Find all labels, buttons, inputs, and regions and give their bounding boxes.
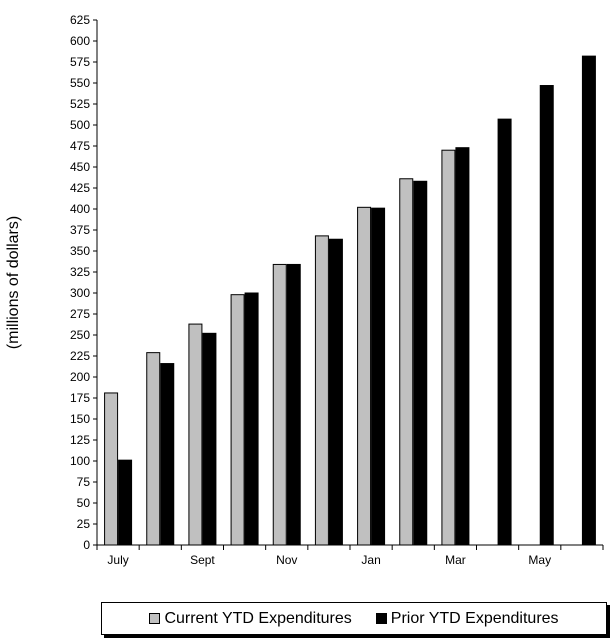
legend-label-current: Current YTD Expenditures [164, 609, 352, 627]
bar-prior-ytd [244, 292, 259, 546]
y-tick-label: 325 [70, 265, 90, 279]
y-tick-label: 525 [70, 97, 90, 111]
bar-prior-ytd [371, 207, 386, 546]
y-axis-ticks: 0 25 50 75 100 125 150 175 200 225 250 275 300 325 350… [70, 13, 97, 552]
y-tick-label: 625 [70, 13, 90, 27]
y-tick-label: 475 [70, 139, 90, 153]
bar-prior-ytd [581, 55, 596, 546]
y-tick-label: 100 [70, 454, 90, 468]
y-tick-label: 450 [70, 160, 90, 174]
bar-prior-ytd [160, 363, 175, 546]
bar-prior-ytd [286, 263, 301, 546]
legend-item-current: Current YTD Expenditures [149, 609, 352, 628]
y-tick-label: 225 [70, 349, 90, 363]
bar-prior-ytd [118, 459, 133, 546]
y-tick-label: 250 [70, 328, 90, 342]
y-tick-label: 400 [70, 202, 90, 216]
y-tick-label: 125 [70, 433, 90, 447]
y-tick-label: 350 [70, 244, 90, 258]
bar-prior-ytd [328, 238, 343, 546]
y-tick-label: 175 [70, 391, 90, 405]
y-tick-label: 500 [70, 118, 90, 132]
bar-prior-ytd [497, 118, 512, 546]
y-tick-label: 550 [70, 76, 90, 90]
bar-current-ytd [104, 392, 119, 546]
y-tick-label: 150 [70, 412, 90, 426]
y-tick-label: 25 [77, 517, 91, 531]
y-tick-label: 200 [70, 370, 90, 384]
x-tick-label: Mar [445, 553, 466, 567]
legend-label-prior: Prior YTD Expenditures [390, 609, 559, 627]
bar-current-ytd [272, 263, 287, 546]
bar-current-ytd [188, 323, 203, 546]
y-axis-title: (millions of dollars) [5, 216, 22, 349]
y-tick-label: 275 [70, 307, 90, 321]
x-tick-label: May [528, 553, 551, 567]
y-tick-label: 50 [77, 496, 91, 510]
bar-prior-ytd [413, 180, 428, 546]
bar-current-ytd [314, 235, 329, 546]
y-tick-label: 75 [77, 475, 91, 489]
legend: Current YTD Expenditures Prior YTD Expen… [101, 602, 607, 635]
x-tick-label: Nov [276, 553, 297, 567]
bar-chart: 0 25 50 75 100 125 150 175 200 225 250 275 300 325 350… [5, 13, 604, 567]
y-tick-label: 575 [70, 55, 90, 69]
x-axis-ticks: July Sept Nov Jan Mar May [96, 545, 604, 567]
bar-prior-ytd [202, 332, 217, 546]
bars [104, 55, 596, 546]
legend-swatch-current [149, 613, 161, 624]
y-tick-label: 375 [70, 223, 90, 237]
bar-current-ytd [441, 149, 456, 546]
bar-prior-ytd [455, 147, 470, 546]
x-tick-label: July [107, 553, 128, 567]
legend-swatch-prior [375, 613, 387, 624]
bar-current-ytd [146, 352, 161, 546]
bar-prior-ytd [539, 85, 554, 546]
bar-current-ytd [399, 178, 414, 546]
bar-current-ytd [357, 206, 372, 546]
y-tick-label: 425 [70, 181, 90, 195]
y-tick-label: 0 [83, 538, 90, 552]
y-tick-label: 600 [70, 34, 90, 48]
y-tick-label: 300 [70, 286, 90, 300]
x-tick-label: Sept [190, 553, 215, 567]
legend-item-prior: Prior YTD Expenditures [375, 609, 559, 628]
x-tick-label: Jan [361, 553, 380, 567]
bar-current-ytd [230, 294, 245, 546]
